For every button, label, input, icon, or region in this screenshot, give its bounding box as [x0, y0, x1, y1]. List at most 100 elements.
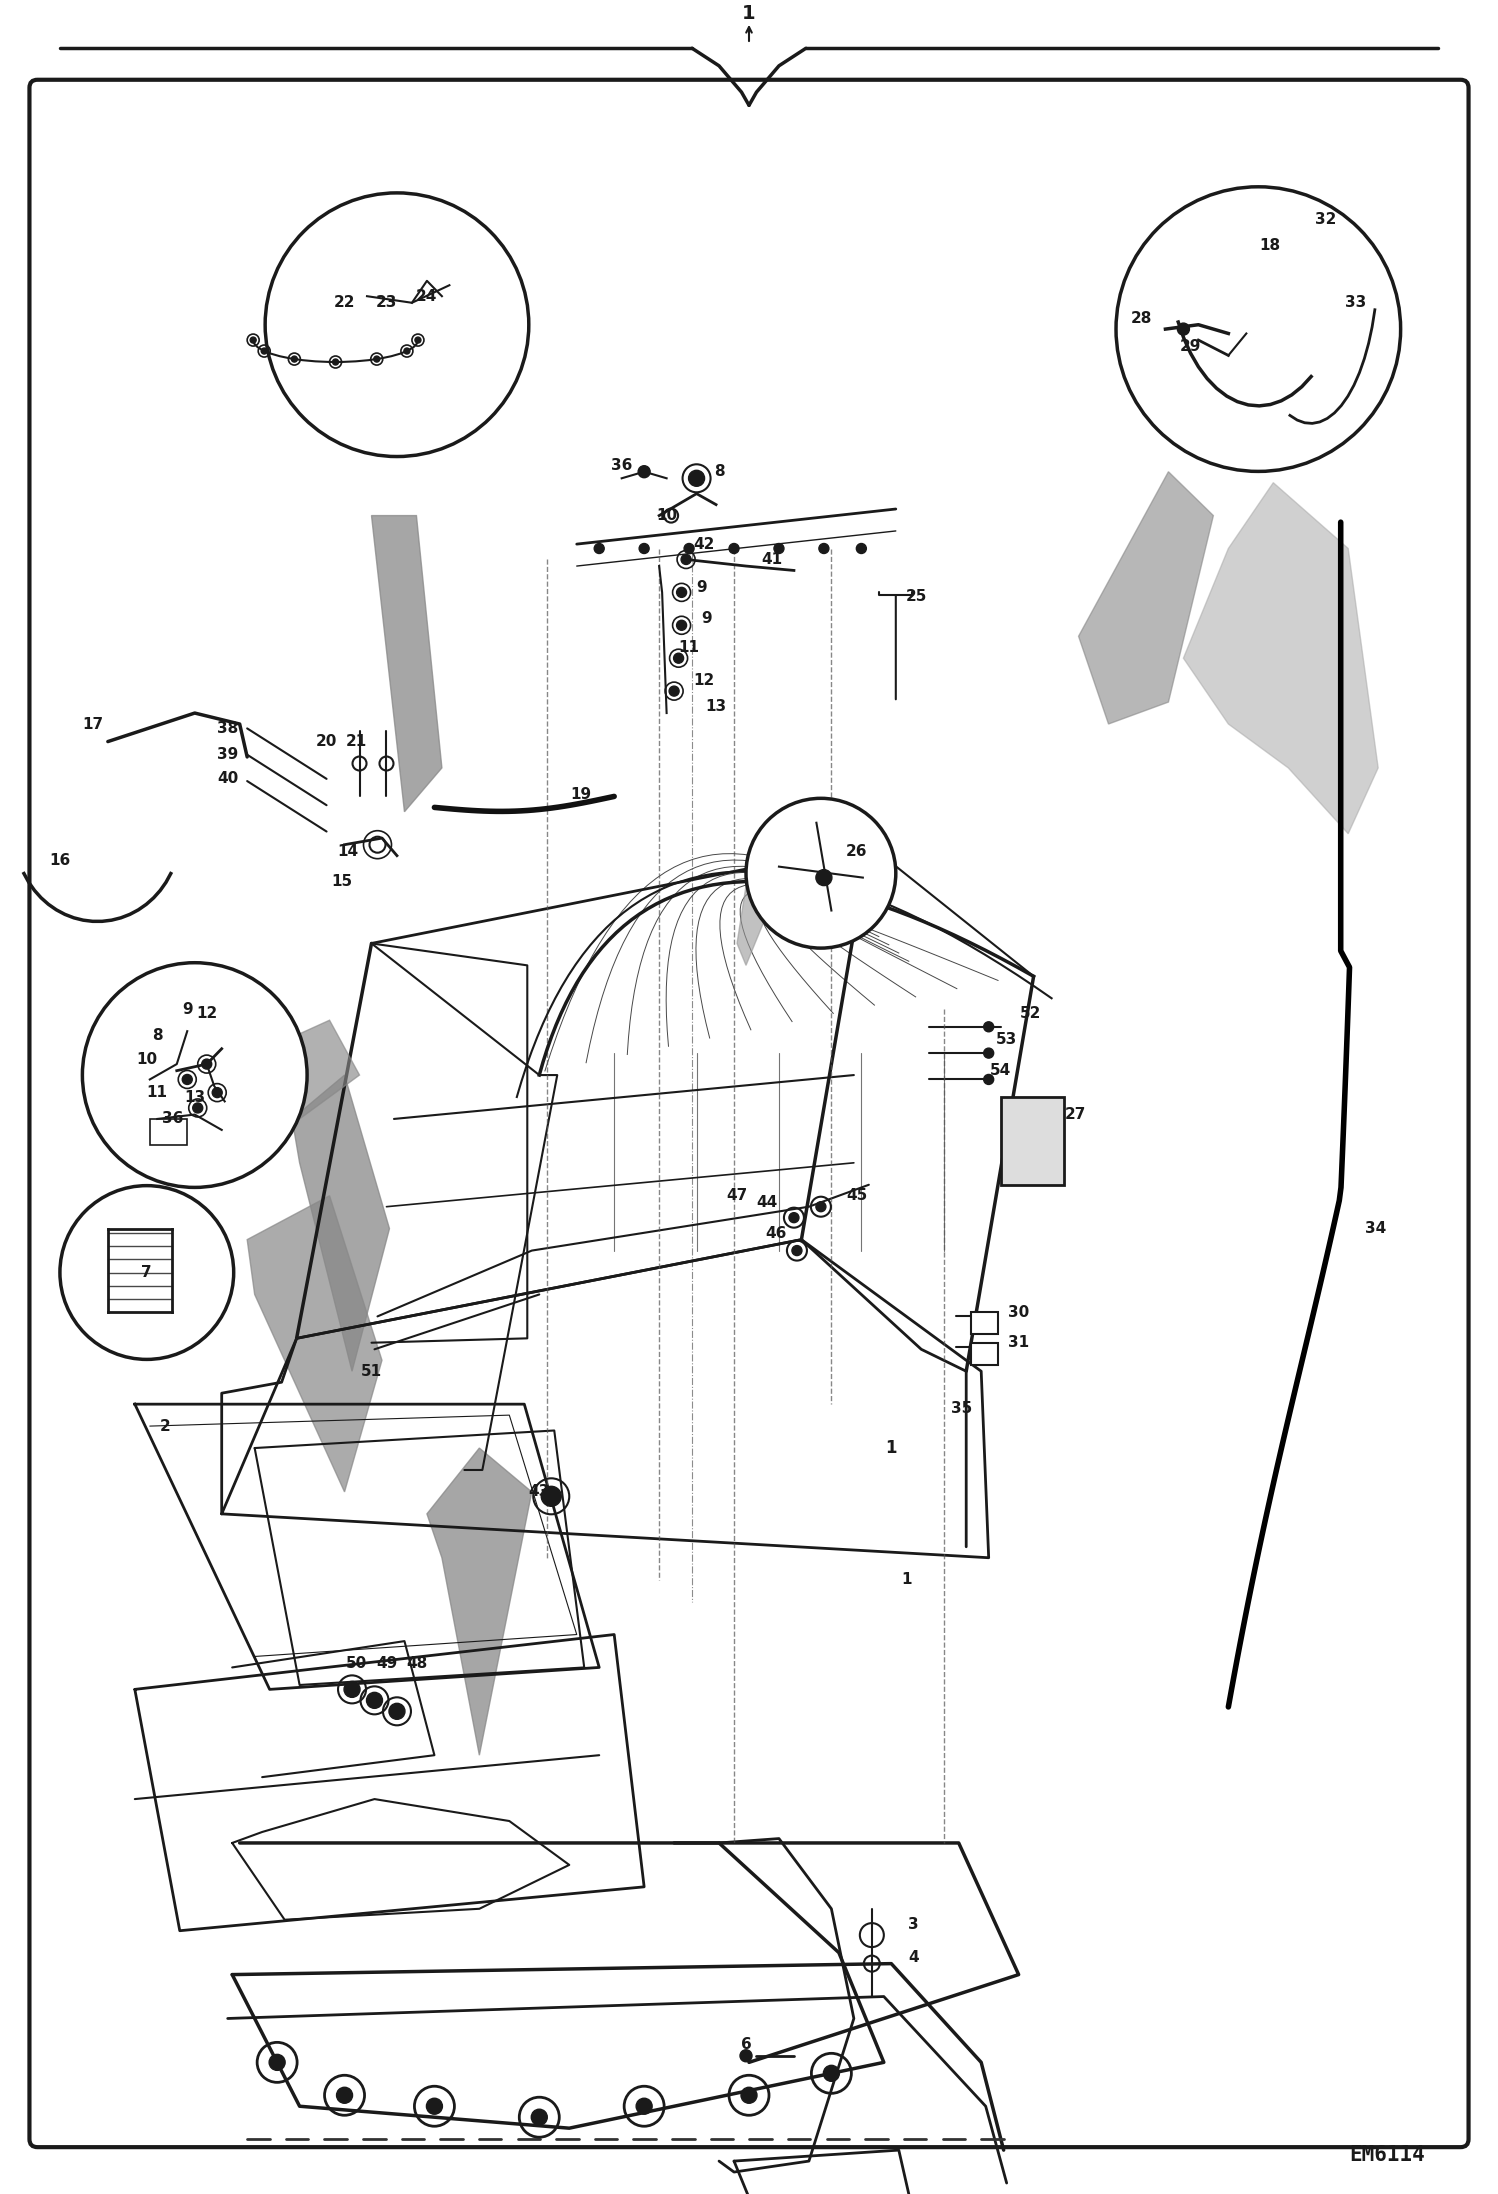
Circle shape [213, 1088, 222, 1097]
Polygon shape [262, 1020, 360, 1119]
Circle shape [746, 799, 896, 948]
Circle shape [82, 963, 307, 1187]
Text: 10: 10 [136, 1053, 157, 1066]
Text: 33: 33 [1345, 296, 1366, 309]
Text: 49: 49 [376, 1656, 397, 1670]
Text: 1: 1 [885, 1439, 897, 1457]
Circle shape [682, 555, 691, 564]
Text: 35: 35 [951, 1402, 972, 1415]
Text: 9: 9 [701, 612, 713, 625]
Text: 50: 50 [346, 1656, 367, 1670]
Circle shape [389, 1703, 404, 1720]
Circle shape [261, 349, 267, 353]
Circle shape [774, 544, 783, 553]
Circle shape [373, 355, 380, 362]
Circle shape [595, 544, 604, 553]
Text: 34: 34 [1365, 1222, 1386, 1235]
Text: 32: 32 [1315, 213, 1336, 226]
Bar [150, 1119, 187, 1145]
Text: 52: 52 [1020, 1007, 1041, 1020]
Text: 20: 20 [316, 735, 337, 748]
Circle shape [291, 355, 298, 362]
Text: 16: 16 [49, 853, 70, 867]
Text: 26: 26 [846, 845, 867, 858]
Circle shape [789, 1213, 798, 1222]
Circle shape [984, 1022, 993, 1031]
Circle shape [1116, 186, 1401, 472]
Polygon shape [247, 1196, 382, 1492]
Text: 45: 45 [846, 1189, 867, 1202]
Text: 44: 44 [756, 1196, 777, 1209]
Text: 4: 4 [908, 1950, 920, 1964]
Text: 38: 38 [217, 722, 238, 735]
Circle shape [183, 1075, 192, 1084]
Text: 28: 28 [1131, 312, 1152, 325]
Text: 54: 54 [990, 1064, 1011, 1077]
Text: 1: 1 [742, 4, 756, 22]
Text: 48: 48 [406, 1656, 427, 1670]
Text: 11: 11 [679, 641, 700, 654]
Text: 2: 2 [159, 1420, 171, 1433]
Circle shape [333, 360, 339, 364]
Text: 39: 39 [217, 748, 238, 761]
Circle shape [685, 544, 694, 553]
Text: 23: 23 [376, 296, 397, 309]
Circle shape [857, 544, 866, 553]
Circle shape [193, 1104, 202, 1112]
Circle shape [984, 1049, 993, 1058]
Circle shape [689, 470, 704, 487]
Circle shape [674, 654, 683, 663]
Text: 21: 21 [346, 735, 367, 748]
Circle shape [427, 2097, 442, 2115]
Text: 10: 10 [656, 509, 677, 522]
Polygon shape [1183, 483, 1378, 834]
Text: 36: 36 [162, 1112, 183, 1126]
Text: 3: 3 [908, 1918, 920, 1931]
Circle shape [677, 621, 686, 630]
Circle shape [367, 1692, 382, 1709]
Circle shape [742, 2086, 756, 2104]
Text: 13: 13 [184, 1090, 205, 1104]
Text: 11: 11 [147, 1086, 168, 1099]
Circle shape [824, 2065, 839, 2082]
Bar [1001, 1097, 1064, 1185]
Text: 12: 12 [694, 674, 715, 687]
Text: 47: 47 [727, 1189, 748, 1202]
Text: 46: 46 [765, 1226, 786, 1240]
Circle shape [250, 338, 256, 342]
Text: 17: 17 [82, 717, 103, 731]
Text: 14: 14 [337, 845, 358, 858]
Text: 25: 25 [906, 590, 927, 603]
Circle shape [819, 544, 828, 553]
Text: EM6114: EM6114 [1350, 2144, 1425, 2165]
Text: 43: 43 [529, 1485, 550, 1499]
Text: 13: 13 [706, 700, 727, 713]
Text: 24: 24 [416, 290, 437, 303]
Text: 30: 30 [1008, 1305, 1029, 1319]
Polygon shape [292, 1075, 389, 1371]
Bar [971, 1312, 998, 1334]
Polygon shape [427, 1448, 532, 1755]
Circle shape [670, 687, 679, 695]
Text: 27: 27 [1065, 1108, 1086, 1121]
Circle shape [541, 1485, 562, 1507]
Text: 40: 40 [217, 772, 238, 785]
Text: 42: 42 [694, 538, 715, 551]
Text: 19: 19 [571, 788, 592, 801]
Text: 31: 31 [1008, 1336, 1029, 1349]
Text: 36: 36 [611, 459, 632, 472]
Circle shape [337, 2086, 352, 2104]
Text: 53: 53 [996, 1033, 1017, 1047]
Text: 12: 12 [196, 1007, 217, 1020]
Circle shape [404, 349, 410, 353]
Polygon shape [1079, 472, 1213, 724]
Circle shape [265, 193, 529, 456]
Text: 8: 8 [713, 465, 725, 478]
Circle shape [60, 1185, 234, 1360]
Circle shape [816, 869, 831, 886]
Circle shape [740, 2049, 752, 2062]
Text: 51: 51 [361, 1365, 382, 1378]
Text: 7: 7 [141, 1266, 153, 1279]
Circle shape [532, 2108, 547, 2126]
Circle shape [638, 465, 650, 478]
